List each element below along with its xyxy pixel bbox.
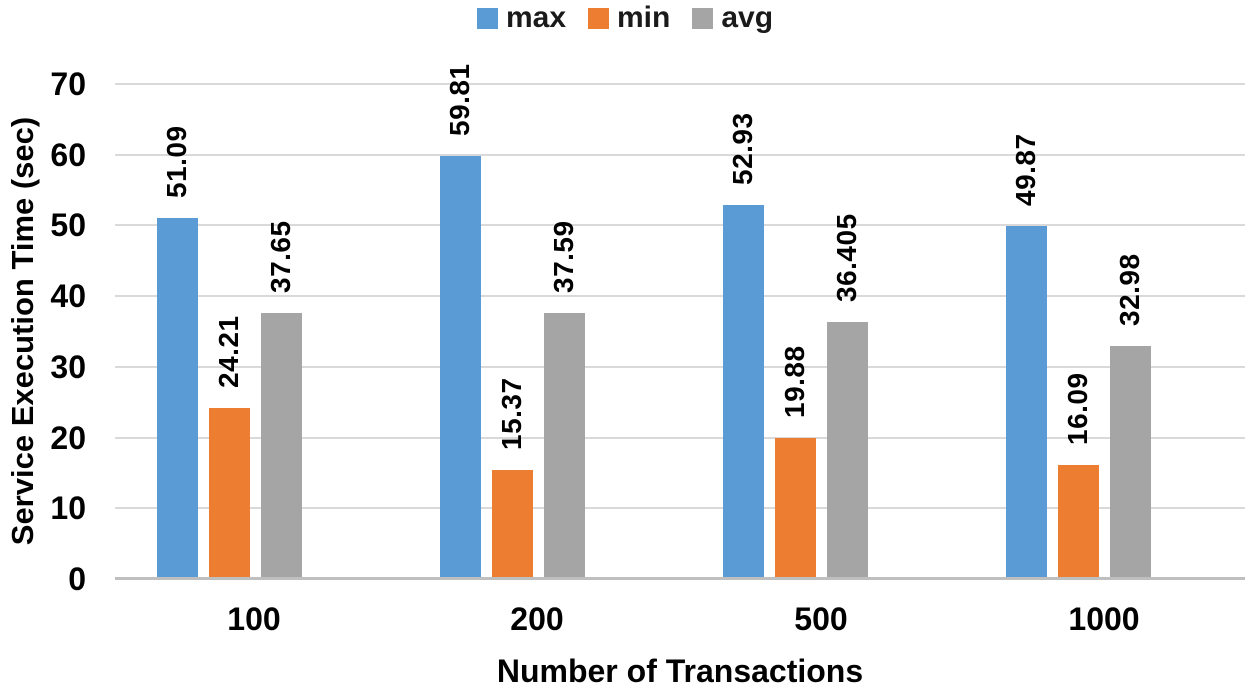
bar-max-200 bbox=[439, 156, 481, 579]
bar-max-500 bbox=[722, 204, 764, 579]
legend-item-min: min bbox=[588, 3, 670, 33]
gridline-60 bbox=[115, 153, 1245, 156]
bar-label-avg-500: 36.405 bbox=[831, 212, 862, 302]
y-tick-label-50: 50 bbox=[50, 207, 86, 244]
x-tick-label-1000: 1000 bbox=[1068, 601, 1140, 637]
y-tick-label-20: 20 bbox=[50, 419, 86, 456]
legend-label-avg: avg bbox=[721, 1, 774, 34]
gridline-30 bbox=[115, 365, 1245, 368]
legend-swatch-max-icon bbox=[476, 7, 498, 29]
legend-label-max: max bbox=[505, 1, 566, 34]
bar-label-max-500: 52.93 bbox=[727, 112, 758, 185]
legend-swatch-avg-icon bbox=[692, 7, 714, 29]
bar-max-100 bbox=[156, 217, 198, 579]
bar-avg-500 bbox=[826, 321, 868, 579]
y-tick-label-70: 70 bbox=[50, 66, 86, 102]
bar-avg-200 bbox=[543, 313, 585, 579]
bar-label-avg-100: 37.65 bbox=[265, 220, 296, 293]
legend-item-max: max bbox=[476, 1, 566, 34]
legend-item-avg: avg bbox=[692, 3, 773, 33]
bar-min-100 bbox=[208, 407, 250, 579]
bar-label-avg-200: 37.59 bbox=[548, 220, 579, 294]
bar-label-avg-1000: 32.98 bbox=[1114, 253, 1145, 326]
gridline-40 bbox=[115, 295, 1245, 298]
x-axis-line bbox=[115, 577, 1245, 580]
y-tick-label-40: 40 bbox=[50, 278, 86, 315]
y-tick-label-60: 60 bbox=[50, 136, 86, 173]
bar-min-1000 bbox=[1057, 465, 1099, 579]
gridline-20 bbox=[115, 436, 1245, 439]
gridline-70 bbox=[115, 83, 1245, 85]
bar-avg-1000 bbox=[1109, 345, 1151, 579]
bar-min-500 bbox=[774, 438, 816, 579]
x-tick-label-200: 200 bbox=[510, 601, 564, 637]
legend-label-min: min bbox=[617, 1, 671, 34]
bar-label-min-100: 24.21 bbox=[213, 315, 244, 388]
bar-label-max-1000: 49.87 bbox=[1010, 133, 1041, 207]
bar-label-min-1000: 16.09 bbox=[1062, 372, 1093, 446]
bar-label-min-200: 15.37 bbox=[496, 377, 527, 451]
bar-label-max-200: 59.81 bbox=[444, 63, 475, 137]
bar-max-1000 bbox=[1005, 226, 1047, 579]
x-tick-label-500: 500 bbox=[794, 601, 848, 637]
legend-swatch-min-icon bbox=[588, 7, 609, 29]
bar-min-200 bbox=[491, 470, 533, 579]
bar-label-max-100: 51.09 bbox=[161, 125, 192, 198]
bar-avg-100 bbox=[260, 312, 302, 579]
gridline-50 bbox=[115, 224, 1245, 227]
y-tick-label-0: 0 bbox=[68, 561, 86, 597]
gridline-10 bbox=[115, 507, 1245, 510]
y-tick-label-10: 10 bbox=[50, 490, 86, 527]
x-tick-label-100: 100 bbox=[227, 601, 281, 637]
bar-label-min-500: 19.88 bbox=[779, 345, 810, 419]
x-axis-title: Number of Transactions bbox=[496, 653, 864, 689]
y-tick-label-30: 30 bbox=[50, 348, 86, 385]
chart-legend: max min avg bbox=[0, 3, 1250, 33]
